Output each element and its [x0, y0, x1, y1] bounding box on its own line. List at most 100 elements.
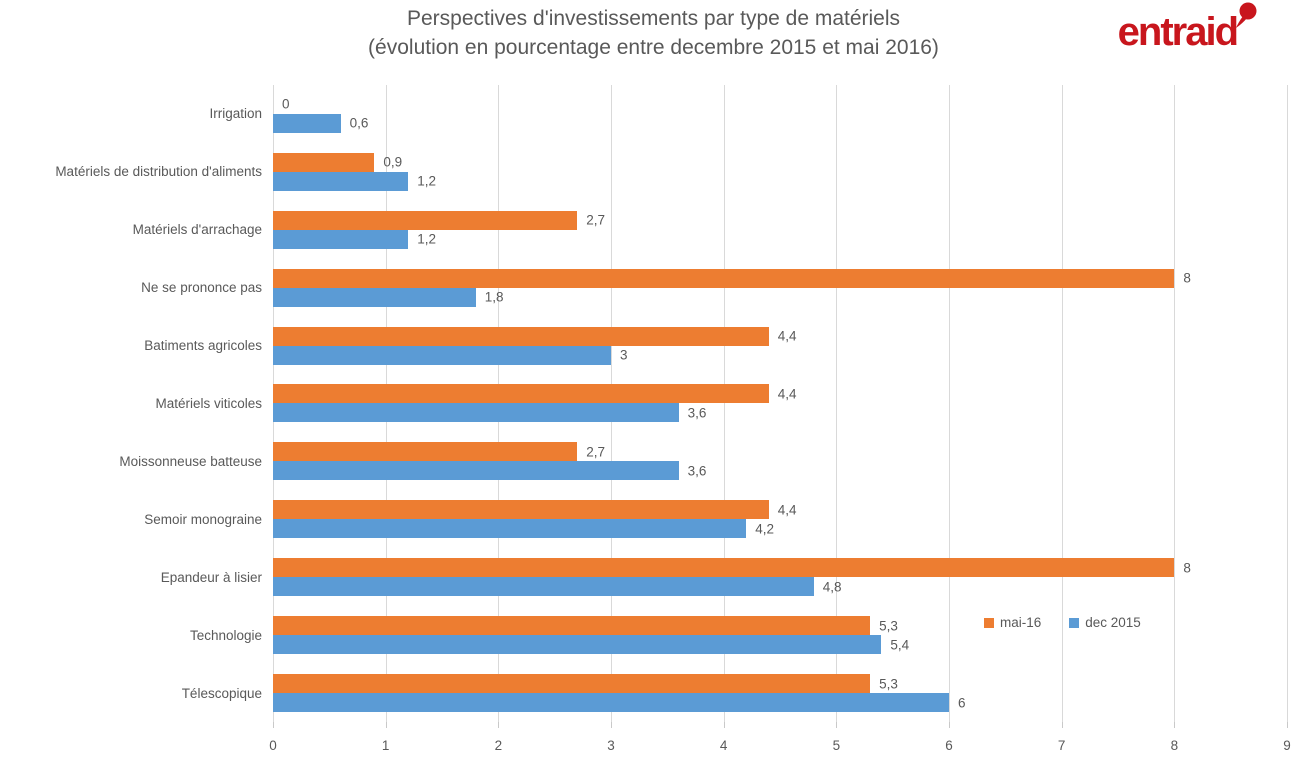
data-label: 5,3 [879, 618, 898, 634]
plot-area: 0 0,6 0,9 1,2 2,7 1,2 8 1,8 4,4 3 4,4 3,6 2,7 3,6 4,4 4… [273, 85, 1288, 728]
bar-group-row: 0,9 1,2 [273, 143, 1287, 201]
bar-mai16: 4,4 [273, 326, 797, 346]
axis-tick [611, 722, 612, 728]
bar-mai16: 8 [273, 558, 1191, 578]
bar-mai16: 5,3 [273, 616, 898, 636]
x-axis-tick-label: 2 [494, 738, 503, 753]
category-label: Matériels d'arrachage [132, 222, 262, 238]
data-label: 4,4 [777, 502, 797, 518]
legend-label-mai16: mai-16 [1000, 615, 1042, 630]
axis-tick [836, 722, 838, 728]
bar-group-row: 4,4 3,6 [273, 375, 1287, 433]
gridline [1061, 85, 1063, 722]
x-axis-tick-label: 6 [945, 738, 953, 753]
bar-dec2015: 1,2 [273, 171, 436, 191]
bar-dec2015: 3 [273, 345, 628, 365]
data-label: 2,7 [586, 212, 605, 228]
bar-group-row: 4,4 3 [273, 317, 1287, 375]
category-label: Technologie [189, 627, 262, 643]
bar-dec2015: 3,6 [273, 403, 706, 423]
data-label: 5,4 [890, 637, 910, 653]
entraid-logo-text: entraid [1117, 10, 1239, 54]
category-label: Ne se prononce pas [141, 280, 262, 296]
data-label: 1,2 [417, 231, 436, 247]
data-label: 4,2 [755, 521, 774, 537]
gridline [836, 85, 838, 722]
bar-dec2015: 1,8 [273, 287, 504, 307]
data-label: 4,8 [822, 579, 842, 595]
category-label: Matériels de distribution d'aliments [55, 164, 262, 180]
x-axis-labels: 0 1 2 3 4 5 6 7 8 9 [269, 738, 1291, 758]
legend-swatch-mai16-icon [984, 617, 994, 628]
axis-tick [498, 722, 500, 728]
bar-group-row: 2,7 3,6 [273, 432, 1287, 490]
bar-group-row: 4,4 4,2 [273, 490, 1287, 548]
bar-group-row: 2,7 1,2 [273, 201, 1287, 259]
bar-dec2015: 4,8 [273, 577, 842, 597]
x-axis-tick-label: 9 [1283, 738, 1291, 753]
bar-dec2015: 1,2 [273, 229, 436, 249]
legend-label-dec2015: dec 2015 [1085, 615, 1141, 630]
x-axis-tick-label: 1 [381, 738, 390, 753]
bar-dec2015: 5,4 [273, 635, 909, 655]
data-label: 0,9 [383, 154, 403, 170]
gridline [1287, 85, 1288, 722]
category-label: Epandeur à lisier [160, 569, 262, 585]
entraid-logo: entraid [1117, 2, 1259, 54]
logo-apostrophe-icon [1236, 2, 1257, 28]
bar-group-row: 5,3 6 [273, 664, 1287, 722]
bar-mai16: 2,7 [273, 210, 605, 230]
category-label: Matériels viticoles [155, 395, 262, 411]
category-label: Irrigation [209, 106, 262, 122]
data-label: 2,7 [586, 444, 605, 460]
axis-tick [1061, 722, 1063, 728]
axis-tick [723, 722, 725, 728]
gridline [949, 85, 950, 722]
x-axis-tick-label: 4 [719, 738, 728, 753]
data-label: 8 [1183, 270, 1191, 286]
bar-mai16: 4,4 [273, 500, 797, 520]
bar-mai16: 2,7 [273, 442, 605, 462]
bar-dec2015: 4,2 [273, 519, 774, 539]
x-axis-tick-label: 7 [1057, 738, 1066, 753]
x-axis-tick-label: 3 [607, 738, 615, 753]
chart-title: Perspectives d'investissements par type … [0, 4, 1307, 62]
axis-tick [949, 722, 950, 728]
data-label: 4,4 [777, 386, 797, 402]
bar-group-row: 8 4,8 [273, 548, 1287, 606]
data-label: 1,2 [417, 173, 436, 189]
bar-group-row: 5,3 5,4 [273, 606, 1287, 664]
bar-mai16: 4,4 [273, 384, 797, 404]
axis-tick [273, 722, 274, 728]
category-axis: Irrigation Matériels de distribution d'al… [0, 85, 262, 722]
data-label: 6 [958, 695, 966, 711]
axis-tick [1287, 722, 1288, 728]
axis-tick [1174, 722, 1176, 728]
category-label: Moissonneuse batteuse [119, 453, 262, 469]
legend: mai-16 dec 2015 [984, 615, 1141, 630]
chart-title-line2: (évolution en pourcentage entre decembre… [368, 36, 939, 59]
data-label: 4,4 [777, 328, 797, 344]
data-label: 5,3 [879, 676, 898, 692]
data-label: 3,6 [687, 463, 707, 479]
data-label: 3,6 [687, 405, 707, 421]
bar-dec2015: 3,6 [273, 461, 706, 481]
legend-item-mai16: mai-16 [984, 615, 1041, 630]
bar-dec2015: 0,6 [273, 113, 368, 133]
data-label: 0,6 [349, 115, 369, 131]
gridline [1174, 85, 1176, 722]
x-axis-tick-label: 0 [269, 738, 277, 753]
data-label: 8 [1183, 560, 1191, 576]
data-label: 0 [282, 96, 290, 112]
legend-swatch-dec2015-icon [1069, 617, 1080, 628]
bar-group-row: 8 1,8 [273, 259, 1287, 317]
x-axis-tick-label: 5 [832, 738, 841, 753]
category-label: Semoir monograine [144, 511, 262, 527]
data-label: 1,8 [484, 289, 504, 305]
bar-mai16: 5,3 [273, 674, 898, 694]
data-label: 3 [620, 347, 628, 363]
bar-group-row: 0 0,6 [273, 85, 1287, 143]
chart-title-line1: Perspectives d'investissements par type … [406, 7, 901, 30]
bar-mai16: 8 [273, 268, 1191, 288]
bar-mai16: 0,9 [273, 152, 402, 172]
